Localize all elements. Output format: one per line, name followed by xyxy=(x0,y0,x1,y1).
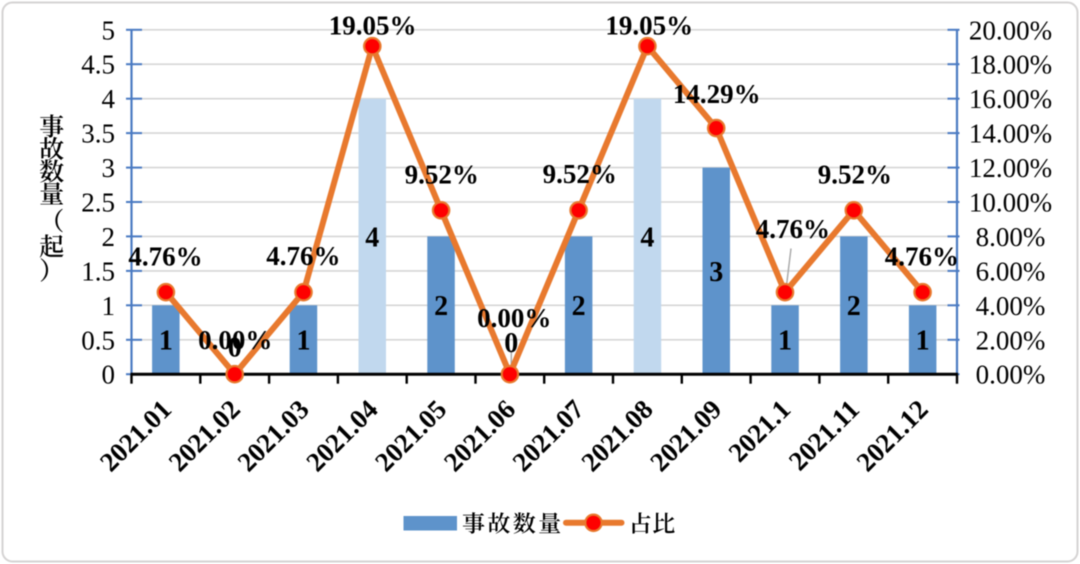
svg-text:2.5: 2.5 xyxy=(81,188,115,218)
svg-text:4: 4 xyxy=(640,222,654,253)
svg-text:4.76%: 4.76% xyxy=(266,241,340,271)
svg-text:9.52%: 9.52% xyxy=(818,160,892,190)
svg-text:4.76%: 4.76% xyxy=(885,241,959,271)
svg-text:0: 0 xyxy=(102,360,116,390)
svg-text:1: 1 xyxy=(102,291,116,321)
svg-text:14.00%: 14.00% xyxy=(969,119,1052,149)
svg-text:10.00%: 10.00% xyxy=(969,188,1052,218)
svg-text:5: 5 xyxy=(102,15,116,45)
svg-text:1: 1 xyxy=(159,326,173,357)
svg-text:2: 2 xyxy=(572,291,586,322)
svg-text:0.5: 0.5 xyxy=(81,325,115,355)
svg-text:4: 4 xyxy=(365,222,379,253)
svg-text:6.00%: 6.00% xyxy=(976,256,1046,286)
svg-text:3.5: 3.5 xyxy=(81,119,115,149)
svg-text:1.5: 1.5 xyxy=(81,256,115,286)
svg-text:20.00%: 20.00% xyxy=(969,15,1052,45)
svg-text:18.00%: 18.00% xyxy=(969,50,1052,80)
svg-text:2.00%: 2.00% xyxy=(976,325,1046,355)
svg-text:4.00%: 4.00% xyxy=(976,291,1046,321)
svg-text:0.00%: 0.00% xyxy=(976,360,1046,390)
svg-text:2: 2 xyxy=(102,222,116,252)
svg-text:0: 0 xyxy=(504,328,518,359)
svg-text:0: 0 xyxy=(228,332,242,363)
svg-text:8.00%: 8.00% xyxy=(976,222,1046,252)
svg-text:4.76%: 4.76% xyxy=(756,214,830,244)
svg-text:14.29%: 14.29% xyxy=(673,79,761,109)
svg-text:3: 3 xyxy=(102,153,116,183)
svg-text:4.5: 4.5 xyxy=(81,50,115,80)
svg-text:1: 1 xyxy=(778,326,792,357)
svg-text:3: 3 xyxy=(709,257,723,288)
svg-text:19.05%: 19.05% xyxy=(329,11,417,41)
svg-text:4: 4 xyxy=(102,84,116,114)
svg-text:16.00%: 16.00% xyxy=(969,84,1052,114)
svg-text:4.76%: 4.76% xyxy=(128,241,202,271)
svg-text:2: 2 xyxy=(434,291,448,322)
svg-text:1: 1 xyxy=(916,326,930,357)
svg-text:2: 2 xyxy=(847,291,861,322)
svg-text:12.00%: 12.00% xyxy=(969,153,1052,183)
svg-text:1: 1 xyxy=(297,326,311,357)
svg-text:19.05%: 19.05% xyxy=(605,11,693,41)
svg-text:9.52%: 9.52% xyxy=(405,160,479,190)
svg-text:0.00%: 0.00% xyxy=(198,325,272,355)
svg-text:9.52%: 9.52% xyxy=(543,159,617,189)
svg-text:0.00%: 0.00% xyxy=(477,303,551,333)
